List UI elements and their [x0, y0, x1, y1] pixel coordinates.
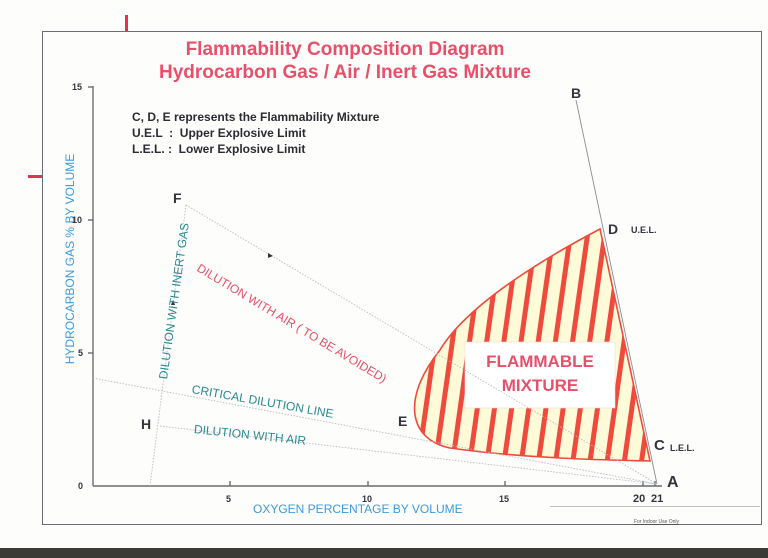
diagram-title-line1: Flammability Composition Diagram	[185, 39, 505, 60]
x-axis	[93, 481, 662, 487]
legend-line3: L.E.L. : Lower Explosive Limit	[132, 142, 306, 156]
line-F-inert	[149, 204, 187, 487]
line-critical	[92, 377, 658, 485]
line-F-air	[185, 204, 658, 485]
footer-note: For Indoor Use Only	[634, 519, 680, 525]
x-tick-15: 15	[499, 494, 510, 504]
point-H: H	[141, 416, 152, 432]
point-C: C	[654, 437, 665, 454]
point-A: A	[667, 474, 679, 491]
point-D-label: U.E.L.	[631, 225, 657, 235]
registration-mark-left	[28, 175, 42, 178]
y-axis	[88, 86, 94, 486]
legend-line2: U.E.L : Upper Explosive Limit	[132, 126, 306, 140]
x-tick-21: 21	[651, 493, 664, 505]
diagram-frame	[42, 31, 762, 525]
flammable-label-line2: MIXTURE	[501, 376, 579, 395]
page-bottom-edge	[0, 548, 768, 558]
legend-line1: C, D, E represents the Flammability Mixt…	[132, 110, 380, 124]
arrow-icon	[171, 300, 175, 305]
x-tick-20: 20	[633, 493, 646, 505]
point-E: E	[398, 413, 408, 429]
y-tick-5: 5	[78, 348, 84, 358]
x-axis-label: OXYGEN PERCENTAGE BY VOLUME	[253, 502, 463, 516]
point-F: F	[173, 190, 182, 206]
x-tick-10: 10	[362, 494, 373, 504]
point-B: B	[571, 85, 582, 101]
y-tick-10: 10	[72, 215, 83, 225]
diagram-title-line2: Hydrocarbon Gas / Air / Inert Gas Mixtur…	[158, 62, 531, 83]
point-C-label: L.E.L.	[670, 443, 695, 453]
x-tick-5: 5	[226, 494, 232, 504]
flammable-label-box	[464, 341, 616, 409]
y-axis-label: HYDROCARBON GAS % BY VOLUME	[63, 153, 77, 365]
y-tick-0: 0	[78, 481, 84, 491]
legend: C, D, E represents the Flammability Mixt…	[132, 109, 379, 157]
registration-mark-top	[125, 15, 128, 31]
flammable-mixture-label: FLAMMABLE MIXTURE	[465, 350, 615, 398]
arrow-icon	[268, 253, 273, 258]
flammable-label-line1: FLAMMABLE	[486, 352, 594, 371]
footer-fine-print	[550, 506, 760, 507]
line-H-air	[159, 425, 658, 485]
y-tick-15: 15	[72, 82, 83, 92]
point-D: D	[608, 221, 619, 237]
line-B-A	[575, 99, 658, 485]
